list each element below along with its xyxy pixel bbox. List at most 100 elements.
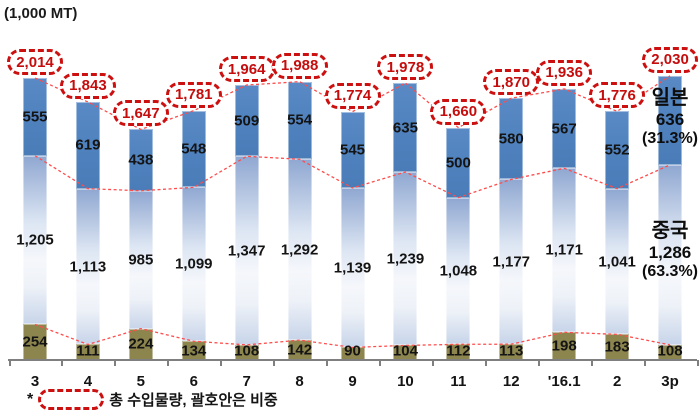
bar-segment-other — [128, 328, 153, 360]
bar-segment-japan — [552, 88, 577, 169]
axis-tick — [326, 360, 329, 366]
total-callout: 2,030 — [642, 46, 699, 73]
bar-value-label-japan: 635 — [392, 119, 418, 137]
bar-value-label-china: 1,139 — [333, 259, 372, 277]
bar-value-label-china: 1,239 — [386, 250, 425, 268]
japan-series-value: 636 — [655, 110, 685, 129]
bar-segment-china — [393, 171, 418, 346]
bar-value-label-other: 90 — [344, 342, 361, 360]
bar-segment-other — [287, 340, 312, 360]
bar-segment-japan — [128, 129, 153, 191]
total-callout: 1,774 — [324, 82, 381, 109]
bar-segment-japan — [340, 111, 365, 188]
axis-tick — [537, 360, 540, 366]
bar-value-label-other: 112 — [446, 342, 471, 360]
bar-value-label-japan: 555 — [22, 108, 48, 126]
bar-segment-japan — [234, 85, 259, 157]
bar-segment-japan — [446, 127, 471, 198]
bar-value-label-japan: 438 — [128, 151, 154, 169]
axis-tick — [220, 360, 223, 366]
footnote-marker: * — [27, 390, 34, 408]
x-axis-label: 9 — [348, 373, 357, 390]
axis-tick — [590, 360, 593, 366]
bar-value-label-japan: 545 — [340, 141, 366, 159]
total-callout: 1,870 — [483, 69, 540, 96]
bottom-segment-trend-line — [34, 323, 671, 349]
bar-value-label-other: 134 — [181, 342, 207, 360]
japan-china-boundary-line — [34, 155, 671, 199]
bar-value-label-japan: 500 — [445, 154, 471, 172]
china-series-label-block: 중국 1,286 (63.3%) — [632, 220, 700, 281]
bar-segment-china — [234, 156, 259, 345]
bar-value-label-china: 1,347 — [227, 242, 266, 260]
bar-segment-china — [605, 188, 630, 335]
bar-value-label-japan: 509 — [234, 112, 260, 130]
bar-value-label-china: 1,099 — [174, 255, 213, 273]
bar-segment-china — [128, 190, 153, 329]
bar-segment-other — [446, 344, 471, 360]
bar-segment-other — [499, 344, 524, 360]
axis-tick — [378, 360, 381, 366]
x-axis — [8, 359, 697, 361]
total-callout: 1,936 — [536, 59, 593, 86]
total-callout: 1,781 — [165, 81, 222, 108]
bar-value-label-china: 1,205 — [16, 231, 54, 249]
x-axis-label: '16.1 — [547, 373, 581, 390]
bar-segment-china — [287, 159, 312, 341]
bar-value-label-japan: 552 — [604, 141, 630, 159]
x-axis-label: 6 — [189, 373, 198, 390]
japan-series-label-block: 일본 636 (31.3%) — [632, 87, 700, 148]
bar-segment-china — [23, 155, 47, 325]
bar-value-label-other: 113 — [499, 342, 524, 360]
x-axis-label: 3p — [661, 373, 679, 390]
x-axis-label: 3 — [30, 373, 40, 390]
axis-tick — [167, 360, 170, 366]
total-callout: 1,660 — [430, 98, 487, 125]
total-callout: 1,978 — [377, 54, 434, 81]
bar-value-label-other: 108 — [657, 342, 683, 360]
bar-segment-other — [75, 344, 100, 360]
axis-tick — [114, 360, 117, 366]
bar-segment-china — [499, 179, 524, 345]
bar-value-label-china: 1,113 — [69, 258, 107, 276]
bar-segment-other — [181, 341, 206, 360]
bar-segment-japan — [181, 110, 206, 188]
footnote: * 총 수입물량, 괄호안은 비중 — [27, 389, 278, 410]
total-callout-legend-icon — [38, 389, 105, 410]
bar-segment-other — [23, 324, 47, 360]
bar-value-label-japan: 567 — [551, 120, 577, 138]
bar-value-label-other: 108 — [234, 342, 260, 360]
bar-segment-china — [340, 187, 365, 348]
bar-segment-other — [234, 344, 259, 360]
bar-segment-other — [552, 332, 577, 360]
bar-segment-other — [658, 344, 683, 360]
x-axis-label: 5 — [136, 373, 145, 390]
bar-value-label-other: 104 — [392, 342, 418, 360]
bar-segment-china — [181, 187, 206, 342]
bar-value-label-other: 224 — [128, 335, 154, 353]
x-axis-label: 12 — [502, 373, 520, 390]
x-axis-label: 10 — [397, 373, 414, 390]
bar-value-label-china: 1,171 — [545, 241, 583, 259]
bar-segment-japan — [393, 83, 418, 172]
total-callout: 1,776 — [589, 82, 646, 109]
bar-segment-other — [605, 334, 630, 360]
bar-value-label-japan: 554 — [287, 111, 313, 129]
bar-segment-japan — [499, 98, 524, 180]
axis-tick — [61, 360, 64, 366]
japan-series-share: (31.3%) — [641, 129, 699, 147]
bar-segment-other — [393, 345, 418, 360]
bar-value-label-china: 1,041 — [598, 253, 636, 270]
bar-value-label-other: 254 — [22, 333, 48, 351]
bar-segment-china — [658, 164, 683, 345]
bar-segment-japan — [75, 101, 100, 189]
bar-value-label-japan: 548 — [181, 140, 207, 158]
total-callout: 1,647 — [112, 100, 169, 127]
axis-tick — [431, 360, 434, 366]
x-axis-label: 8 — [295, 373, 304, 390]
china-series-name: 중국 — [651, 220, 689, 242]
bar-value-label-other: 198 — [551, 337, 577, 355]
bar-value-label-china: 1,292 — [280, 241, 319, 259]
bar-segment-japan — [605, 111, 630, 189]
